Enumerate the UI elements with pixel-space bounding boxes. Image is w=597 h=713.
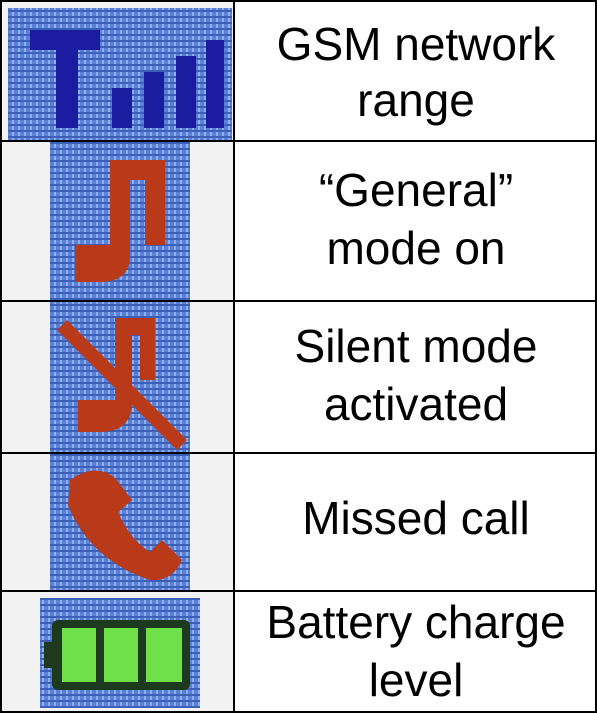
row-label: activated (324, 378, 508, 430)
silent-mode-icon (50, 302, 190, 452)
row-label: Battery charge (266, 596, 565, 648)
row-label: level (369, 654, 464, 706)
row-label: “General” (319, 164, 513, 216)
general-mode-icon (50, 142, 190, 300)
missed-call-icon (50, 454, 190, 590)
row-label: range (357, 74, 475, 126)
row-label: Silent mode (295, 320, 538, 372)
page: GSM network range “General” mode on Sile… (0, 0, 597, 713)
row-label: Missed call (302, 492, 530, 544)
row-label: GSM network (277, 18, 557, 70)
battery-icon (40, 598, 200, 708)
row-label: mode on (326, 222, 505, 274)
icon-table: GSM network range “General” mode on Sile… (0, 0, 597, 713)
gsm-icon (8, 8, 232, 140)
